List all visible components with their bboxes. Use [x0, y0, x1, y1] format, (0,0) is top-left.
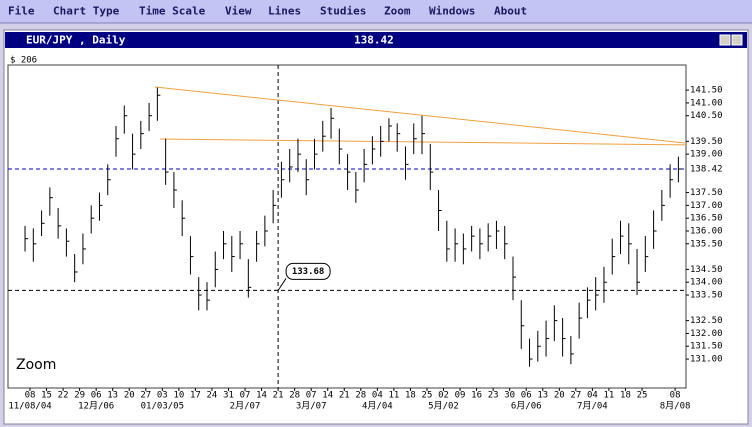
trendline — [160, 138, 687, 146]
menu-item[interactable]: View — [225, 5, 252, 18]
x-tick-label: 11 — [603, 391, 614, 401]
x-tick-label: 02 — [438, 391, 449, 401]
x-tick-label: 27 — [570, 391, 581, 401]
x-tick-label: 11 — [388, 391, 399, 401]
x-tick-label: 07 — [306, 391, 317, 401]
x-tick-label: 18 — [620, 391, 631, 401]
x-tick-label: 16 — [471, 391, 482, 401]
x-tick-label: 06 — [521, 391, 532, 401]
menu-item[interactable]: Studies — [320, 5, 366, 18]
y-tick-label: 134.00 — [690, 278, 723, 288]
x-tick-label: 13 — [107, 391, 118, 401]
x-major-label: 4月/04 — [362, 401, 393, 412]
x-tick-label: 29 — [74, 391, 85, 401]
x-tick-label: 24 — [207, 391, 218, 401]
corner-label: $ 206 — [10, 56, 37, 66]
x-tick-label: 04 — [587, 391, 598, 401]
x-tick-label: 28 — [289, 391, 300, 401]
window-titlebar — [5, 32, 747, 48]
menu-item[interactable]: Time Scale — [139, 5, 206, 18]
x-tick-label: 21 — [339, 391, 350, 401]
x-tick-label: 31 — [223, 391, 234, 401]
trendline — [154, 86, 687, 144]
restore-button[interactable] — [719, 34, 731, 46]
y-tick-label: 134.50 — [690, 265, 723, 275]
x-tick-label: 18 — [405, 391, 416, 401]
x-tick-label: 14 — [322, 391, 333, 401]
x-major-label: 2月/07 — [230, 401, 261, 412]
x-tick-label: 25 — [422, 391, 433, 401]
x-tick-label: 13 — [537, 391, 548, 401]
crosshair-pointer — [277, 278, 287, 291]
x-tick-label: 22 — [58, 391, 69, 401]
x-tick-label: 08 — [25, 391, 36, 401]
x-tick-label: 08 — [670, 391, 681, 401]
x-major-label: 01/03/05 — [141, 402, 184, 412]
y-tick-label: 132.00 — [690, 329, 723, 339]
x-tick-label: 25 — [637, 391, 648, 401]
x-major-label: 3月/07 — [296, 401, 327, 412]
y-tick-label: 136.50 — [690, 214, 723, 224]
x-major-label: 6月/06 — [511, 401, 542, 412]
crosshair-box — [285, 262, 331, 280]
x-tick-label: 03 — [157, 391, 168, 401]
y-tick-label: 141.50 — [690, 86, 723, 96]
y-tick-label: 132.50 — [690, 316, 723, 326]
x-tick-label: 07 — [240, 391, 251, 401]
y-tick-label: 131.50 — [690, 342, 723, 352]
menu-item[interactable]: File — [8, 5, 35, 18]
menu-item[interactable]: About — [494, 5, 527, 18]
x-tick-label: 30 — [504, 391, 515, 401]
x-major-label: 5月/02 — [428, 401, 459, 412]
menu-item[interactable]: Chart Type — [53, 5, 120, 18]
y-tick-label: 136.00 — [690, 226, 723, 236]
x-tick-label: 04 — [372, 391, 383, 401]
x-tick-label: 09 — [455, 391, 466, 401]
x-tick-label: 15 — [41, 391, 52, 401]
plot-area — [7, 64, 687, 389]
x-tick-label: 27 — [140, 391, 151, 401]
y-tick-label: 133.50 — [690, 291, 723, 301]
window-price: 138.42 — [354, 34, 394, 47]
x-major-label: 11/08/04 — [8, 402, 51, 412]
y-tick-label: 139.00 — [690, 150, 723, 160]
y-tick-label: 139.50 — [690, 137, 723, 147]
x-tick-label: 17 — [190, 391, 201, 401]
x-major-label: 7月/04 — [577, 401, 608, 412]
x-tick-label: 10 — [173, 391, 184, 401]
current-price-label: 138.42 — [690, 164, 723, 174]
y-tick-label: 131.00 — [690, 355, 723, 365]
y-tick-label: 137.00 — [690, 201, 723, 211]
close-button[interactable] — [731, 34, 743, 46]
menu-item[interactable]: Zoom — [384, 5, 411, 18]
y-tick-label: 135.50 — [690, 239, 723, 249]
x-tick-label: 28 — [355, 391, 366, 401]
x-tick-label: 21 — [273, 391, 284, 401]
x-tick-label: 06 — [91, 391, 102, 401]
menu-item[interactable]: Windows — [429, 5, 475, 18]
window-title: EUR/JPY , Daily — [26, 34, 126, 47]
zoom-label: Zoom — [16, 357, 56, 373]
x-major-label: 12月/06 — [78, 401, 114, 412]
x-tick-label: 20 — [554, 391, 565, 401]
x-tick-label: 20 — [124, 391, 135, 401]
x-tick-label: 23 — [488, 391, 499, 401]
x-tick-label: 14 — [256, 391, 267, 401]
y-tick-label: 137.50 — [690, 188, 723, 198]
crosshair-label: 133.68 — [292, 267, 325, 277]
menu-item[interactable]: Lines — [268, 5, 301, 18]
x-major-label: 8月/08 — [660, 401, 691, 412]
y-tick-label: 141.00 — [690, 98, 723, 108]
y-tick-label: 140.50 — [690, 111, 723, 121]
menu-bar — [0, 0, 752, 23]
